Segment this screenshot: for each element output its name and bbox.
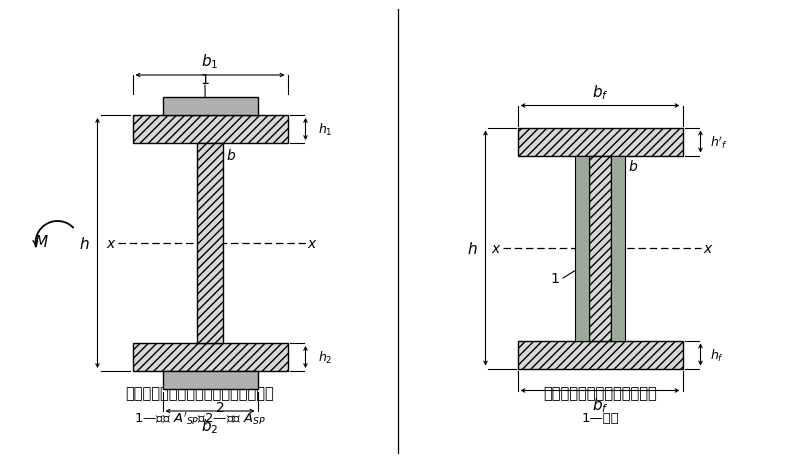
Text: 2: 2 xyxy=(216,400,224,414)
Text: $b_1$: $b_1$ xyxy=(201,52,219,71)
Bar xyxy=(575,156,589,341)
Text: x: x xyxy=(704,242,712,256)
Bar xyxy=(132,343,287,371)
Bar xyxy=(517,128,682,156)
Bar xyxy=(162,371,257,389)
Text: $h_f$: $h_f$ xyxy=(711,347,724,363)
Bar xyxy=(132,116,287,144)
Text: 1—粘锂: 1—粘锂 xyxy=(581,412,618,425)
Text: $h_2$: $h_2$ xyxy=(318,349,332,365)
Text: 1: 1 xyxy=(551,271,560,285)
Text: $b_2$: $b_2$ xyxy=(201,416,219,435)
Text: $b$: $b$ xyxy=(628,159,638,174)
Text: $h$: $h$ xyxy=(467,240,478,257)
Text: $b_f$: $b_f$ xyxy=(591,396,608,414)
Bar xyxy=(611,156,625,341)
Text: $h_1$: $h_1$ xyxy=(318,122,332,138)
Text: x: x xyxy=(106,237,115,250)
Text: $h$: $h$ xyxy=(79,236,89,251)
Text: $b_f$: $b_f$ xyxy=(591,82,608,101)
Text: x: x xyxy=(307,237,316,250)
Text: 工字形截面构件正截面受弯承载力计算: 工字形截面构件正截面受弯承载力计算 xyxy=(126,386,275,400)
Text: $M$: $M$ xyxy=(34,233,49,250)
Bar xyxy=(197,144,223,343)
Bar xyxy=(162,98,257,116)
Text: 1—粘锂 $A'_{SP}$；2—粘锂 $A_{SP}$: 1—粘锂 $A'_{SP}$；2—粘锂 $A_{SP}$ xyxy=(134,410,266,426)
Text: $h'_f$: $h'_f$ xyxy=(711,134,728,150)
Bar xyxy=(517,341,682,369)
Text: 工字形截面构件受剪加固计算: 工字形截面构件受剪加固计算 xyxy=(543,386,657,400)
Text: 1: 1 xyxy=(201,73,209,87)
Bar xyxy=(589,156,611,341)
Text: $b$: $b$ xyxy=(226,148,236,163)
Text: x: x xyxy=(491,242,500,256)
